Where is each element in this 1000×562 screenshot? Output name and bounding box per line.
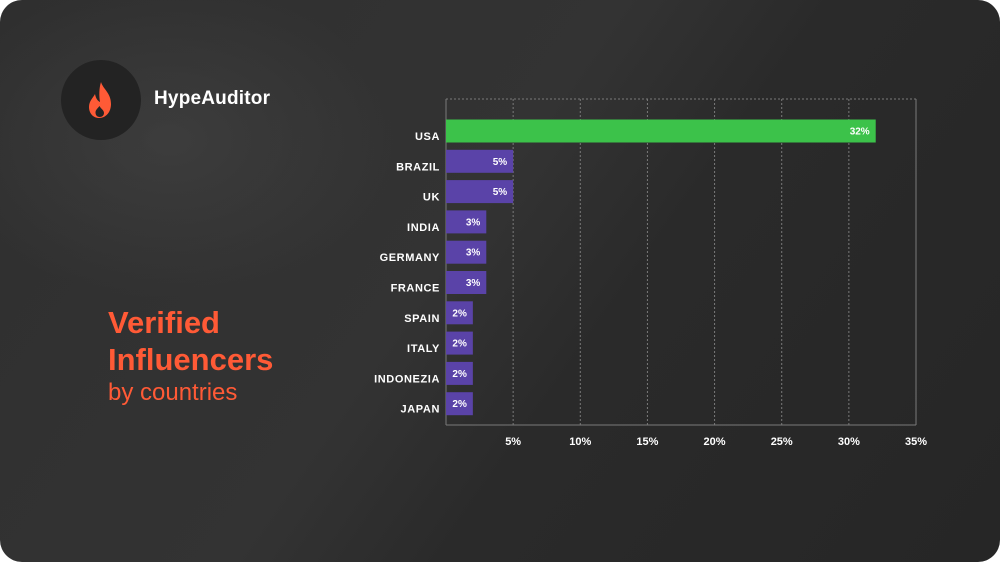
x-tick-label: 35%: [905, 436, 927, 448]
bar-value-label: 2%: [452, 308, 467, 319]
category-label: FRANCE: [391, 283, 440, 295]
bar: [446, 149, 514, 173]
bar: [446, 180, 514, 204]
chart-title: Verified Influencers: [108, 304, 273, 378]
bar: [446, 271, 487, 294]
logo-badge: [61, 60, 141, 140]
bar-value-label: 3%: [466, 217, 481, 228]
bar: [446, 301, 473, 325]
x-tick-label: 15%: [636, 436, 658, 448]
grid: [445, 98, 917, 426]
category-label: GERMANY: [380, 252, 440, 264]
bar-value-label: 2%: [452, 369, 467, 380]
x-tick-label: 20%: [704, 436, 726, 448]
background-glow: [0, 0, 400, 300]
bar: [446, 361, 473, 385]
category-labels: USA BRAZIL UK INDIA GERMANY FRANCE SPAIN ITALY I…: [374, 131, 440, 416]
x-tick-label: 5%: [505, 436, 521, 448]
chart-subtitle: by countries: [108, 379, 238, 406]
bar-value-label: 3%: [466, 248, 481, 259]
x-tick-label: 10%: [569, 436, 591, 448]
bar-value-label: 3%: [466, 278, 481, 289]
brand-name: HypeAuditor: [154, 88, 271, 109]
category-label: INDONEZIA: [374, 373, 440, 385]
bar: [446, 331, 473, 355]
x-tick-label: 30%: [838, 436, 860, 448]
category-label: ITALY: [407, 343, 440, 355]
bar-value-label: 5%: [493, 157, 508, 168]
bar-value-label: 32%: [850, 127, 870, 138]
category-label: BRAZIL: [396, 161, 440, 173]
bar-value-label: 2%: [452, 339, 467, 350]
category-label: INDIA: [407, 222, 440, 234]
x-tick-labels: 5% 10% 15% 20% 25% 30% 35%: [505, 436, 927, 448]
category-label: USA: [415, 131, 440, 143]
bars: 32% 5% 5% 3% 3% 3% 2% 2% 2% 2%: [446, 119, 876, 416]
bar: [446, 392, 473, 416]
category-label: JAPAN: [401, 404, 440, 416]
bar: [446, 119, 876, 143]
bar-value-label: 5%: [493, 187, 508, 198]
bar: [446, 240, 487, 264]
bar: [446, 210, 487, 234]
category-label: UK: [423, 192, 440, 204]
category-label: SPAIN: [404, 313, 440, 325]
x-tick-label: 25%: [771, 436, 793, 448]
title-line-2: Influencers: [108, 342, 274, 377]
title-line-1: Verified: [108, 305, 220, 340]
flame-icon: [89, 82, 111, 118]
bar-value-label: 2%: [452, 399, 467, 410]
